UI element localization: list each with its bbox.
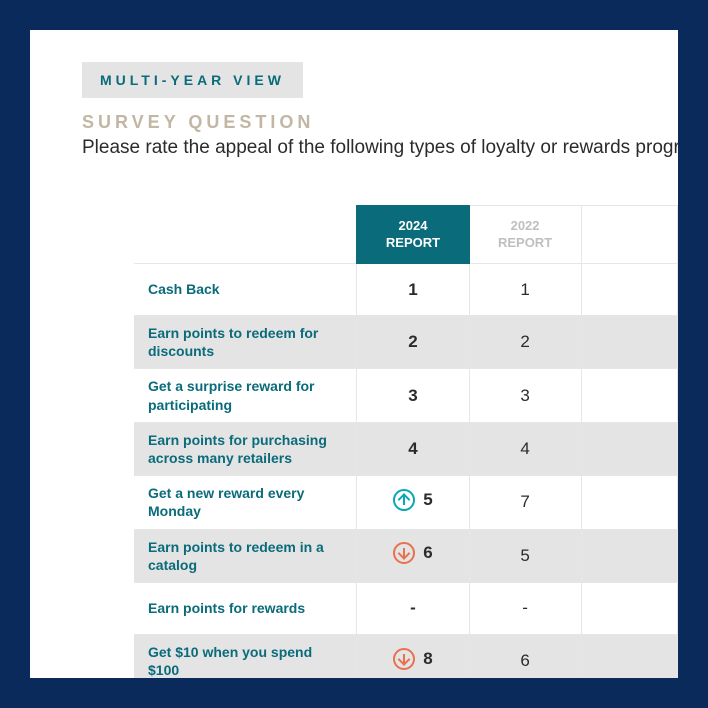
rank-value: 3 xyxy=(408,386,417,406)
rank-cell: 6 xyxy=(357,529,469,582)
cell-content: 5 xyxy=(520,546,529,566)
rank-value: 1 xyxy=(408,280,417,300)
rank-value: 4 xyxy=(408,439,417,459)
rank-cell: 8 xyxy=(357,634,469,678)
cell-content: 3 xyxy=(408,386,417,406)
cell-content: 6 xyxy=(393,542,432,564)
row-label: Earn points for rewards xyxy=(134,582,357,634)
column-year: 2022 xyxy=(474,218,577,234)
row-label: Earn points for purchasing across many r… xyxy=(134,422,357,475)
view-badge: MULTI-YEAR VIEW xyxy=(82,62,303,98)
rank-cell: 4 xyxy=(357,422,469,475)
arrow-down-icon xyxy=(393,648,415,670)
rank-cell: 2 xyxy=(357,316,469,369)
section-label: SURVEY QUESTION xyxy=(82,112,678,133)
rank-value: 6 xyxy=(423,543,432,563)
cell-content: 5 xyxy=(393,489,432,511)
rank-cell: 1 xyxy=(469,264,581,316)
survey-prompt: Please rate the appeal of the following … xyxy=(82,137,678,159)
table-row: Earn points for purchasing across many r… xyxy=(134,422,678,475)
column-header xyxy=(581,206,677,264)
column-header: 2022REPORT xyxy=(469,206,581,264)
rank-value: 6 xyxy=(520,651,529,671)
cell-content: 1 xyxy=(408,280,417,300)
rank-value: 2 xyxy=(520,332,529,352)
rank-cell: 4 xyxy=(469,422,581,475)
cell-content: 2 xyxy=(520,332,529,352)
table-row: Get $10 when you spend $100 8 6 xyxy=(134,634,678,678)
document-page: MULTI-YEAR VIEW SURVEY QUESTION Please r… xyxy=(30,30,678,678)
rank-cell xyxy=(581,634,677,678)
arrow-up-icon xyxy=(393,489,415,511)
arrow-down-icon xyxy=(393,542,415,564)
rank-cell: 3 xyxy=(469,369,581,422)
rank-cell xyxy=(581,422,677,475)
rank-cell: 7 xyxy=(469,476,581,529)
table-row: Get a new reward every Monday 5 7 xyxy=(134,476,678,529)
rank-cell: 5 xyxy=(357,476,469,529)
rank-cell: 1 xyxy=(357,264,469,316)
table-row: Earn points for rewards - - xyxy=(134,582,678,634)
rank-cell: 2 xyxy=(469,316,581,369)
row-label: Get a surprise reward for participating xyxy=(134,369,357,422)
rank-value: 5 xyxy=(423,490,432,510)
row-label: Earn points to redeem for discounts xyxy=(134,316,357,369)
cell-content: - xyxy=(522,598,528,618)
rank-value: - xyxy=(410,598,416,618)
rank-value: - xyxy=(522,598,528,618)
cell-content: 2 xyxy=(408,332,417,352)
cell-content: 3 xyxy=(520,386,529,406)
row-label: Get a new reward every Monday xyxy=(134,476,357,529)
table-head: 2024REPORT2022REPORT xyxy=(134,206,678,264)
cell-content: - xyxy=(410,598,416,618)
rank-value: 1 xyxy=(520,280,529,300)
rank-cell xyxy=(581,264,677,316)
table-row: Earn points to redeem for discounts 2 2 xyxy=(134,316,678,369)
cell-content: 8 xyxy=(393,648,432,670)
rank-value: 4 xyxy=(520,439,529,459)
rank-value: 3 xyxy=(520,386,529,406)
rank-cell xyxy=(581,316,677,369)
rank-value: 5 xyxy=(520,546,529,566)
rank-cell: - xyxy=(357,582,469,634)
row-label: Get $10 when you spend $100 xyxy=(134,634,357,678)
table-row: Earn points to redeem in a catalog 6 5 xyxy=(134,529,678,582)
cell-content: 1 xyxy=(520,280,529,300)
table-corner xyxy=(134,206,357,264)
rank-cell xyxy=(581,582,677,634)
table-body: Cash Back 1 1 Earn points to redeem for dis… xyxy=(134,264,678,679)
ranking-table: 2024REPORT2022REPORT Cash Back11Earn poi… xyxy=(134,205,678,678)
table-row: Get a surprise reward for participating 3… xyxy=(134,369,678,422)
row-label: Cash Back xyxy=(134,264,357,316)
table-row: Cash Back 1 1 xyxy=(134,264,678,316)
row-label: Earn points to redeem in a catalog xyxy=(134,529,357,582)
cell-content: 7 xyxy=(520,492,529,512)
column-header: 2024REPORT xyxy=(357,206,469,264)
rank-cell xyxy=(581,476,677,529)
column-year: 2024 xyxy=(361,218,464,234)
column-sub: REPORT xyxy=(474,235,577,251)
rank-cell: 3 xyxy=(357,369,469,422)
rank-cell xyxy=(581,369,677,422)
rank-cell: 5 xyxy=(469,529,581,582)
rank-value: 2 xyxy=(408,332,417,352)
rank-value: 7 xyxy=(520,492,529,512)
cell-content: 4 xyxy=(408,439,417,459)
cell-content: 4 xyxy=(520,439,529,459)
rank-cell: 6 xyxy=(469,634,581,678)
cell-content: 6 xyxy=(520,651,529,671)
rank-cell xyxy=(581,529,677,582)
rank-cell: - xyxy=(469,582,581,634)
rank-value: 8 xyxy=(423,649,432,669)
column-sub: REPORT xyxy=(361,235,464,251)
